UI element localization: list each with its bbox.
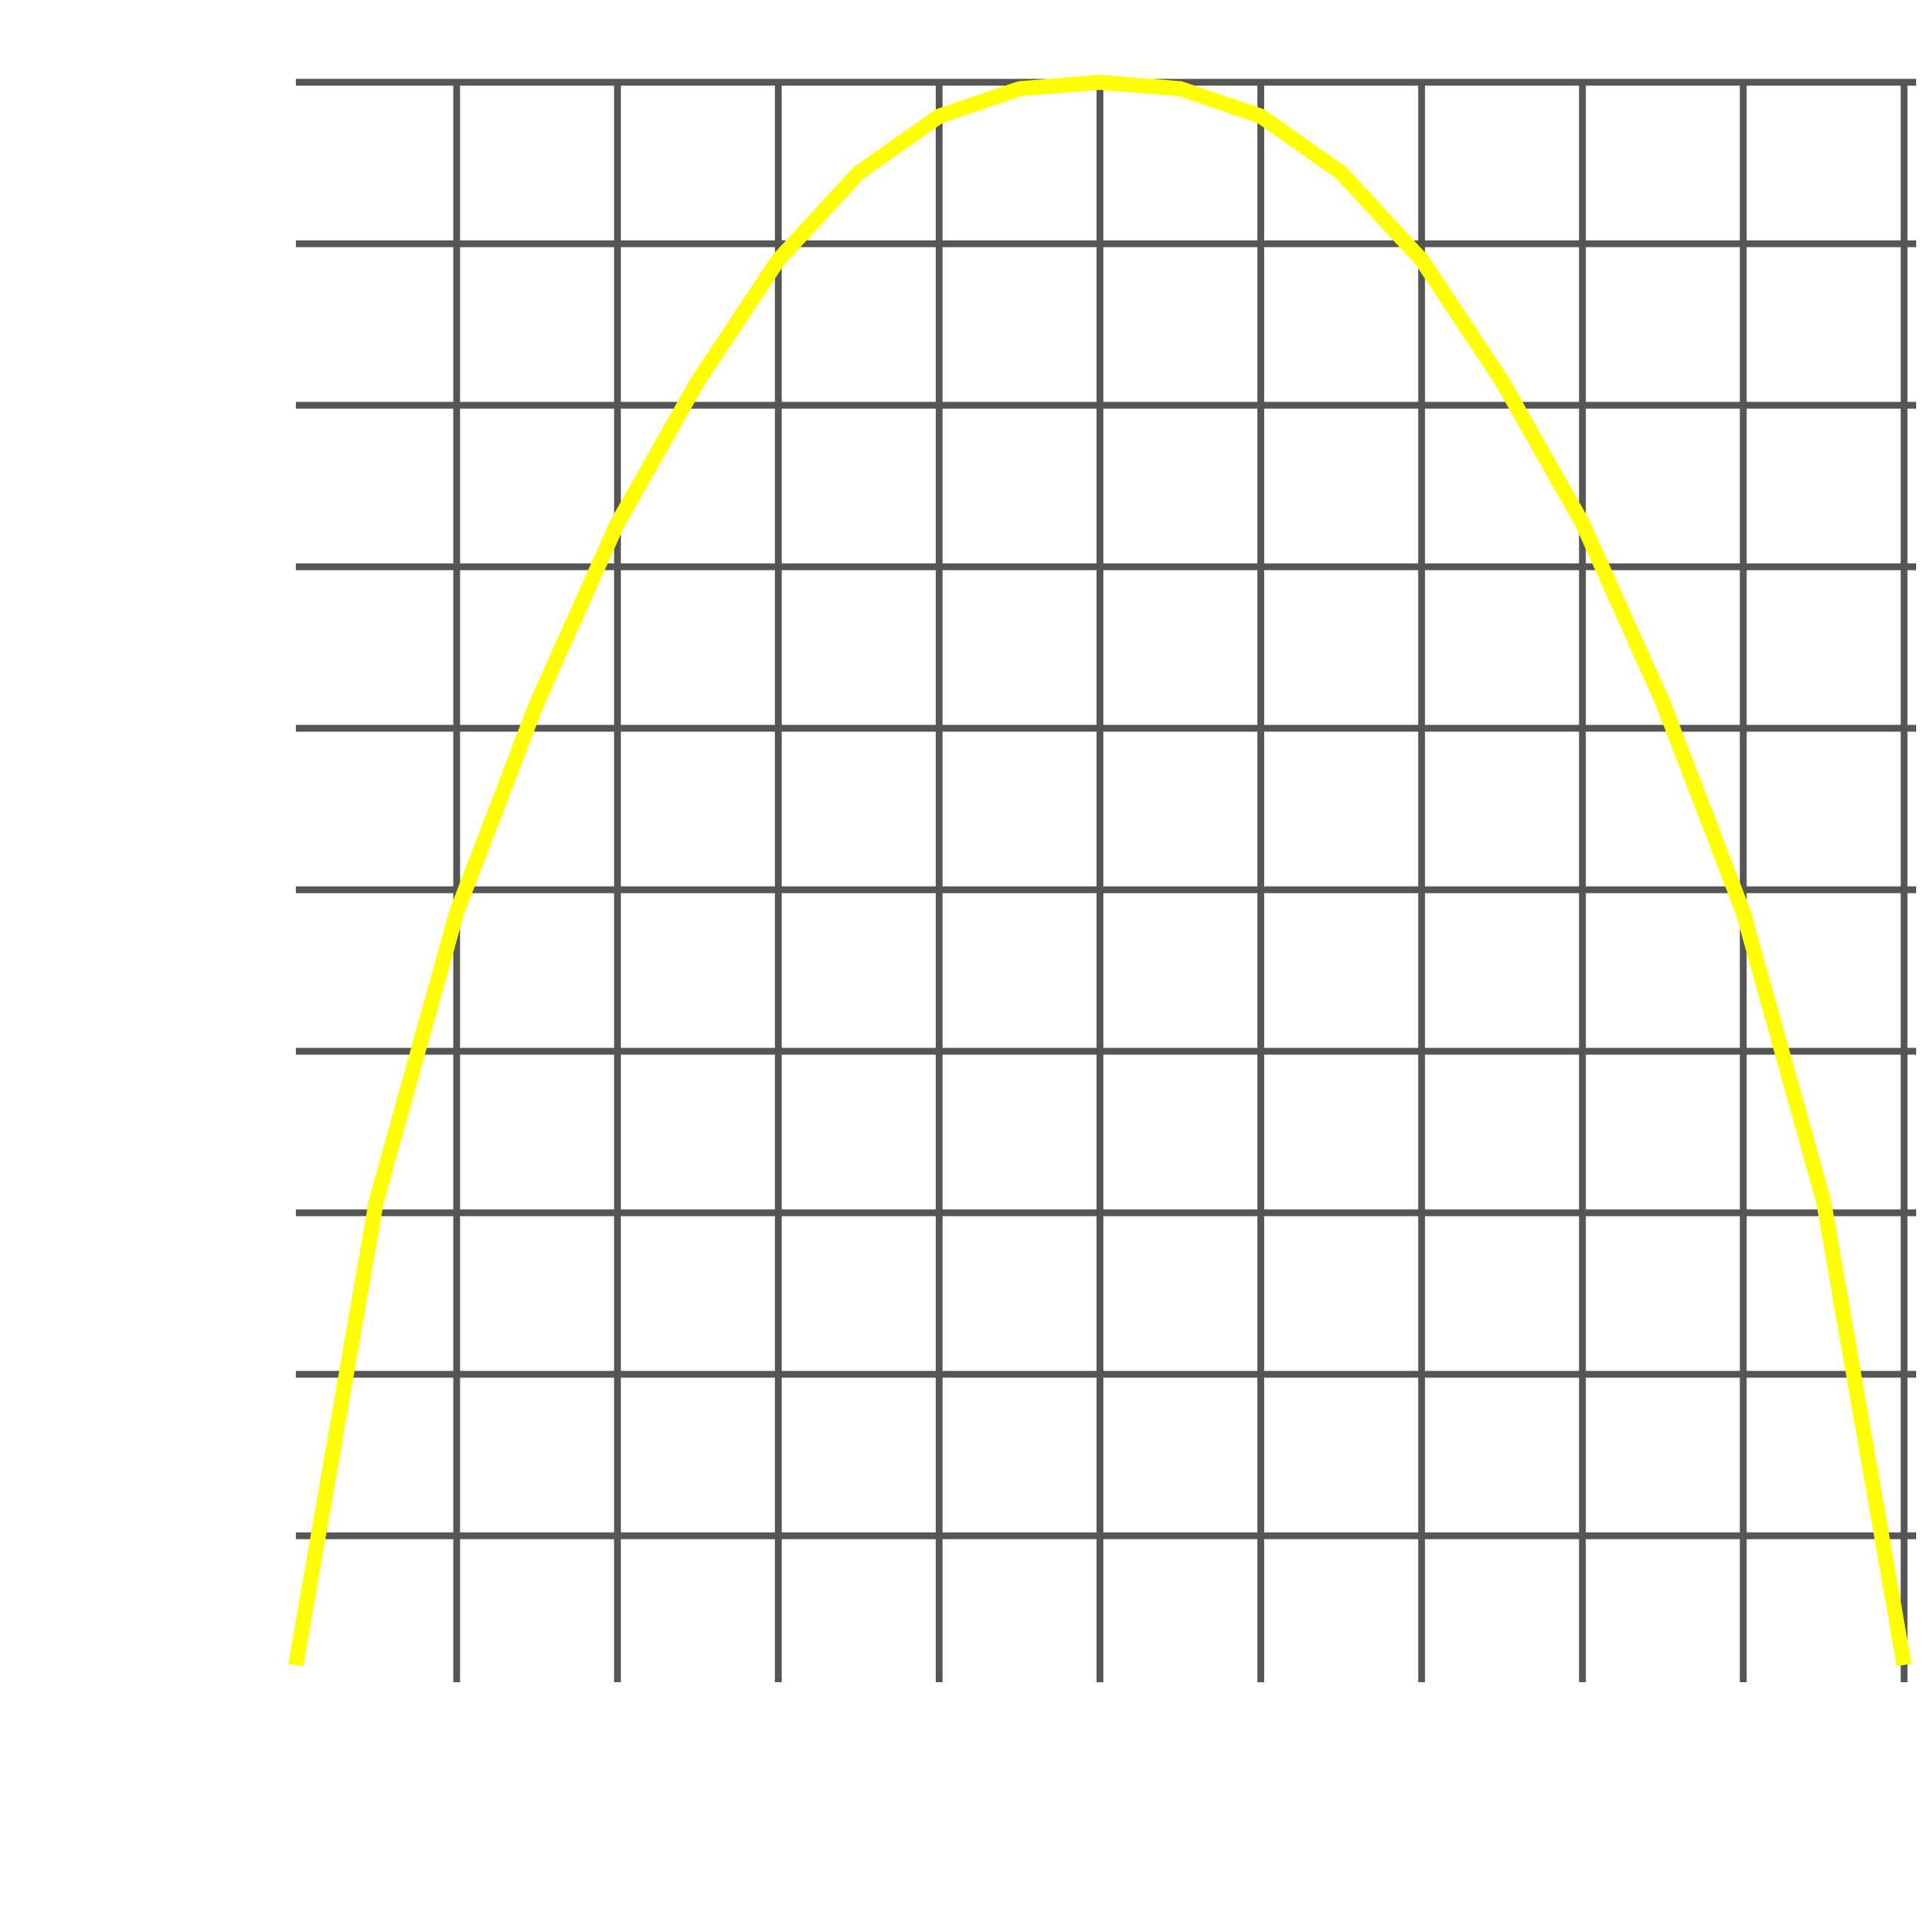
data-line	[288, 75, 1912, 1666]
